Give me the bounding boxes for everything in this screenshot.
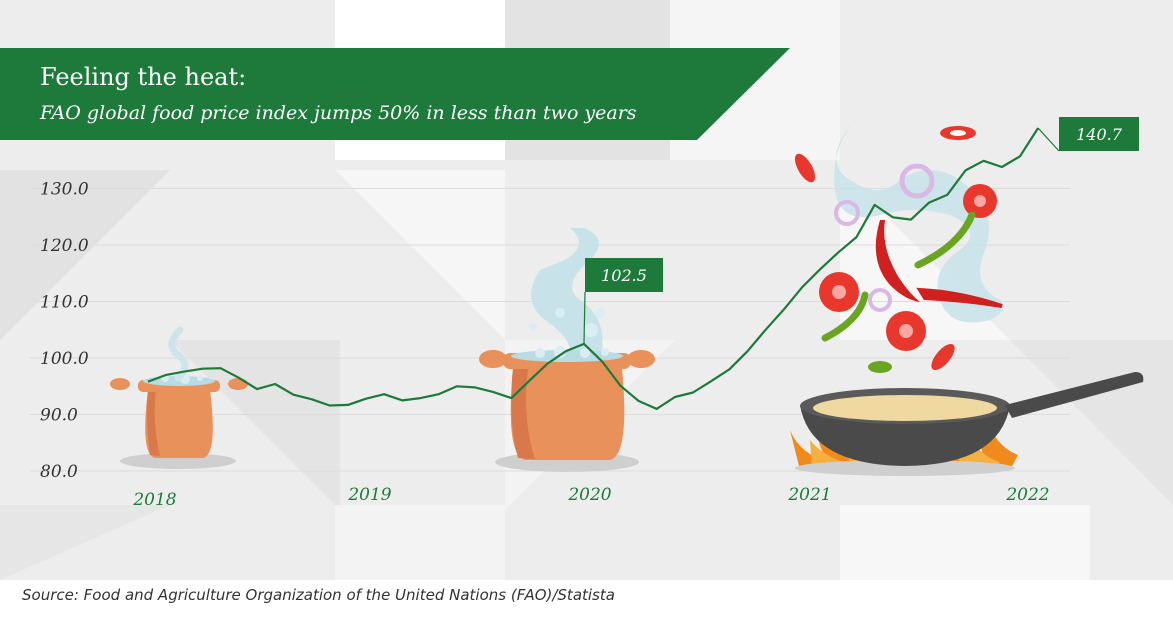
header-banner: Feeling the heat: FAO global food price … (0, 48, 790, 140)
callout-leader (583, 291, 586, 344)
callouts: 102.5 140.7 (583, 117, 1139, 344)
y-tick-label: 120.0 (40, 236, 89, 256)
callout-label: 140.7 (1076, 125, 1123, 144)
y-tick-label: 100.0 (40, 349, 89, 369)
chart-title: Feeling the heat: (40, 63, 246, 91)
tomato-icon (794, 126, 997, 371)
series-line-food-price-index (147, 127, 1040, 410)
banner-shape (0, 48, 790, 140)
background-triangle (0, 170, 170, 340)
callout-label: 102.5 (601, 266, 647, 285)
x-tick-label: 2020 (567, 485, 611, 505)
x-tick-label: 2019 (347, 485, 391, 505)
background-triangle (0, 505, 170, 580)
pot-icon (110, 374, 248, 469)
x-tick-label: 2021 (787, 485, 831, 505)
y-tick-label: 130.0 (40, 180, 89, 200)
background-triangle (335, 170, 505, 340)
chili-icon (821, 211, 1003, 373)
frying-pan-icon (795, 372, 1144, 476)
callout-leader (1037, 127, 1060, 152)
y-tick-label: 90.0 (40, 406, 78, 426)
value-callout: 102.5 (583, 258, 663, 344)
callout-box (585, 258, 663, 292)
x-tick-label: 2022 (1005, 485, 1049, 505)
y-axis: 80.0 90.0 100.0 110.0 120.0 130.0 (40, 180, 89, 483)
chart-subtitle: FAO global food price index jumps 50% in… (39, 102, 637, 124)
value-callout: 140.7 (1037, 117, 1139, 152)
steam-icon (834, 120, 1004, 323)
y-tick-label: 80.0 (40, 462, 78, 482)
x-axis: 2018 2019 2020 2021 2022 (132, 485, 1049, 510)
background-block (335, 505, 505, 580)
source-note: Source: Food and Agriculture Organizatio… (22, 586, 615, 604)
pot-icon (479, 346, 655, 472)
y-tick-label: 110.0 (40, 293, 89, 313)
background-block (840, 505, 1090, 580)
onion-ring-icon (834, 163, 935, 312)
callout-box (1059, 117, 1139, 151)
x-tick-label: 2018 (132, 490, 176, 510)
